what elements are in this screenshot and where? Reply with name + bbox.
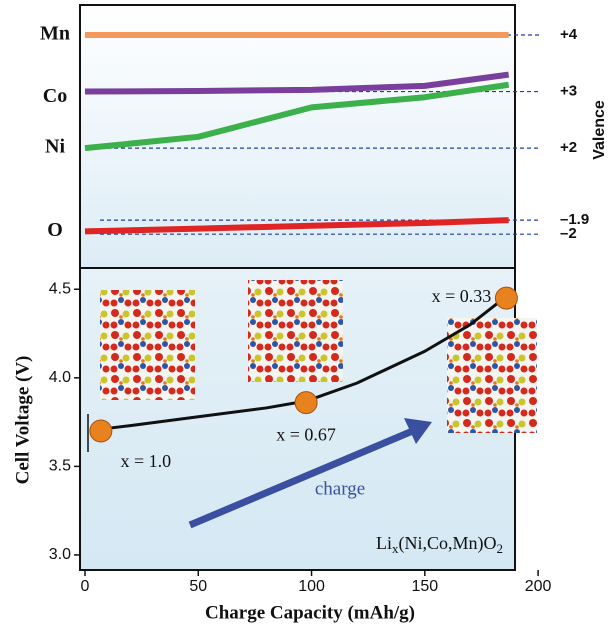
formula: Lix(Ni,Co,Mn)O2 — [376, 533, 503, 556]
y-tick-label: +4 — [560, 26, 578, 43]
y-tick-label: 4.5 — [49, 280, 71, 297]
series-label: Co — [43, 85, 67, 107]
y-tick-label: +3 — [560, 83, 577, 100]
composition-point — [494, 286, 518, 310]
valence-line — [84, 71, 510, 95]
composition-point — [294, 391, 318, 415]
y-tick-label: –1.9 — [560, 211, 589, 228]
x-tick-label: 150 — [411, 578, 438, 595]
x-tick-label: 100 — [298, 578, 325, 595]
point-label: x = 1.0 — [121, 451, 172, 471]
y-tick-label: 4.0 — [49, 369, 71, 386]
series-label: Mn — [40, 23, 70, 45]
formula-part: 2 — [497, 541, 504, 556]
composition-point — [89, 419, 113, 443]
crystal-structure — [100, 290, 195, 400]
y-tick-label: +2 — [560, 139, 577, 156]
formula-part: x — [392, 541, 399, 556]
x-tick-label: 0 — [81, 578, 90, 595]
valence-line — [84, 217, 509, 235]
crystal-structure — [248, 280, 343, 382]
series-label: Ni — [45, 136, 65, 158]
y-axis-title: Cell Voltage (V) — [12, 356, 33, 485]
arrow-head — [404, 418, 432, 444]
formula-part: Li — [376, 533, 392, 553]
valence-line — [84, 81, 510, 152]
series-label: O — [47, 219, 63, 241]
y-tick-label: 3.5 — [49, 458, 71, 475]
crystal-structure — [447, 318, 537, 433]
arrow-label: charge — [315, 478, 365, 499]
x-tick-label: 200 — [525, 578, 552, 595]
x-tick-label: 50 — [189, 578, 207, 595]
point-label: x = 0.33 — [432, 286, 492, 306]
y-axis-title: Valence — [591, 100, 608, 160]
x-axis-title: Charge Capacity (mAh/g) — [205, 602, 415, 623]
point-label: x = 0.67 — [276, 425, 336, 445]
arrow — [188, 426, 417, 529]
y-tick-label: 3.0 — [49, 546, 71, 563]
y-tick-label: –2 — [560, 225, 577, 242]
formula-part: (Ni,Co,Mn)O — [399, 533, 497, 554]
